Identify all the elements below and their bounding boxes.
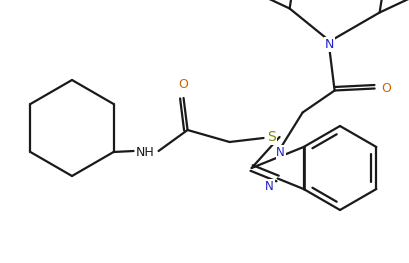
Text: S: S [267, 130, 276, 144]
Text: NH: NH [136, 145, 155, 159]
Text: N: N [325, 38, 334, 51]
Text: O: O [179, 78, 189, 90]
Text: O: O [382, 82, 391, 95]
Text: N: N [276, 146, 285, 159]
Text: N: N [265, 180, 274, 193]
